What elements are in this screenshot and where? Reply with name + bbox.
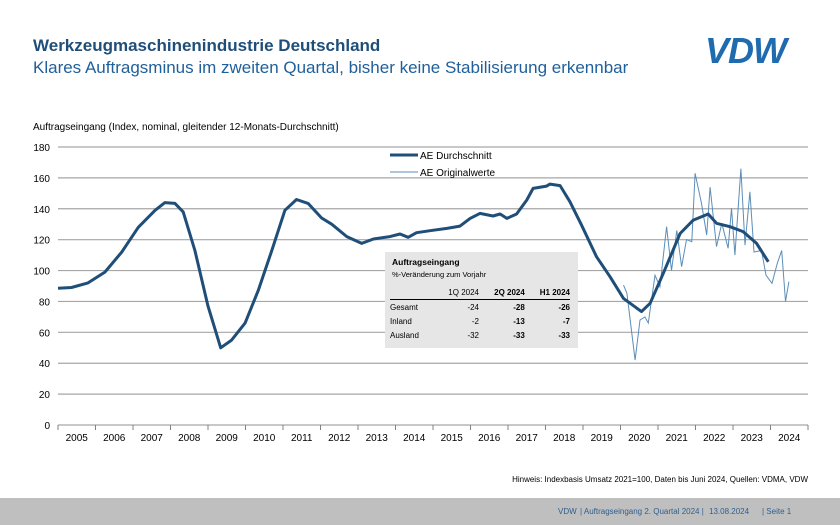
y-tick-label: 100 (33, 267, 50, 278)
y-tick-label: 40 (39, 359, 51, 370)
y-tick-label: 60 (39, 328, 51, 339)
footer-bar: VDW | Auftragseingang 2. Quartal 2024 | … (0, 498, 840, 525)
x-tick-label: 2016 (478, 433, 501, 444)
x-tick-label: 2020 (628, 433, 651, 444)
x-tick-label: 2009 (216, 433, 239, 444)
y-tick-label: 0 (44, 421, 50, 432)
y-tick-label: 140 (33, 205, 50, 216)
table-title: Auftragseingang (392, 257, 460, 267)
table-row: Gesamt -24 -28 -26 (390, 300, 570, 315)
cell: Gesamt (390, 302, 419, 312)
source-note: Hinweis: Indexbasis Umsatz 2021=100, Dat… (512, 475, 808, 484)
order-change-table: Auftragseingang %-Veränderung zum Vorjah… (385, 252, 578, 348)
footer-topic: | Auftragseingang 2. Quartal 2024 | (580, 507, 704, 516)
page-subtitle: Klares Auftragsminus im zweiten Quartal,… (33, 58, 629, 77)
x-tick-label: 2014 (403, 433, 426, 444)
series-ae-durchschnitt (57, 182, 770, 350)
x-tick-label: 2013 (366, 433, 389, 444)
col-header: 2Q 2024 (479, 285, 525, 300)
x-tick-label: 2008 (178, 433, 201, 444)
x-tick-label: 2022 (703, 433, 726, 444)
col-header (390, 285, 434, 300)
y-tick-label: 160 (33, 174, 50, 185)
x-tick-label: 2011 (291, 433, 313, 444)
y-tick-label: 180 (33, 143, 50, 154)
cell: Inland (390, 316, 412, 326)
y-tick-label: 80 (39, 297, 51, 308)
y-tick-label: 120 (33, 236, 50, 247)
y-tick-label: 20 (39, 390, 51, 401)
x-tick-label: 2019 (591, 433, 614, 444)
table-subtitle: %-Veränderung zum Vorjahr (392, 270, 487, 279)
x-tick-label: 2007 (141, 433, 164, 444)
cell: -28 (513, 302, 525, 312)
cell: Ausland (390, 330, 419, 340)
page-title: Werkzeugmaschinenindustrie Deutschland (33, 36, 381, 55)
cell: -7 (562, 316, 570, 326)
cell: -13 (513, 316, 525, 326)
legend-label-orig: AE Originalwerte (420, 168, 495, 179)
legend-label-avg: AE Durchschnitt (420, 151, 492, 162)
x-tick-label: 2018 (553, 433, 576, 444)
x-tick-label: 2010 (253, 433, 276, 444)
cell: -33 (558, 330, 570, 340)
x-tick-label: 2012 (328, 433, 351, 444)
table-row: Ausland -32 -33 -33 (390, 328, 570, 342)
footer-date: 13.08.2024 (709, 507, 750, 516)
y-axis-label: Auftragseingang (Index, nominal, gleiten… (33, 122, 339, 133)
cell: -26 (558, 302, 570, 312)
series-ae-originalwerte (623, 168, 790, 361)
cell: -2 (471, 316, 479, 326)
x-tick-label: 2005 (66, 433, 89, 444)
x-tick-label: 2017 (516, 433, 539, 444)
x-tick-label: 2015 (441, 433, 464, 444)
x-tick-label: 2023 (741, 433, 764, 444)
cell: -33 (513, 330, 525, 340)
x-tick-label: 2021 (666, 433, 689, 444)
cell: -24 (467, 302, 479, 312)
col-header: 1Q 2024 (433, 285, 479, 300)
x-tick-label: 2024 (778, 433, 801, 444)
x-tick-label: 2006 (103, 433, 126, 444)
cell: -32 (467, 330, 479, 340)
table-row: Inland -2 -13 -7 (390, 314, 570, 328)
line-chart: 0 20 40 60 80 100 120 140 160 180 2005 2006 2007 2008… (33, 143, 809, 444)
col-header: H1 2024 (524, 285, 570, 300)
footer-page: | Seite 1 (762, 507, 792, 516)
vdw-logo: VDW (705, 30, 787, 71)
footer-org: VDW (558, 507, 577, 516)
